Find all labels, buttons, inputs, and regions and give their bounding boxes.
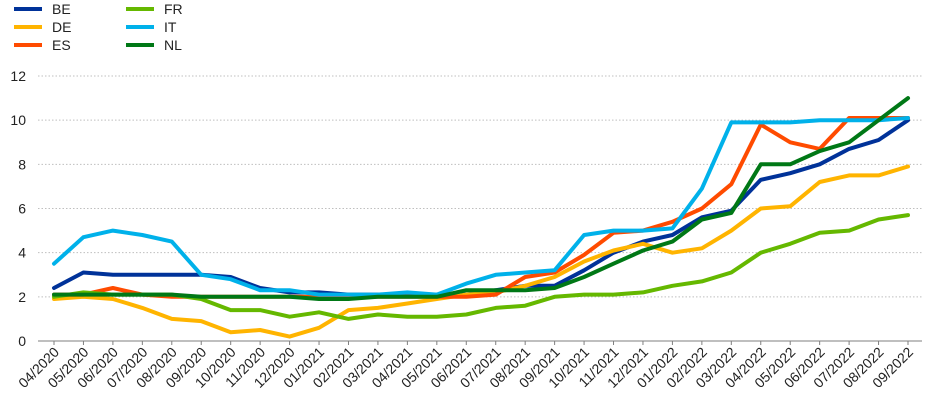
y-tick-label: 0 xyxy=(18,333,26,349)
legend-label-be: BE xyxy=(52,1,71,17)
axes xyxy=(38,340,922,345)
y-tick-label: 8 xyxy=(18,156,26,172)
y-tick-label: 12 xyxy=(10,68,26,84)
y-tick-label: 6 xyxy=(18,201,26,217)
legend-label-it: IT xyxy=(164,19,177,35)
x-tick-labels: 04/202005/202006/202007/202008/202009/20… xyxy=(15,344,916,391)
series-line-nl xyxy=(52,96,910,301)
y-tick-label: 2 xyxy=(18,289,26,305)
series-line-de xyxy=(52,164,910,339)
series-line-it xyxy=(52,116,910,297)
series-lines xyxy=(52,96,910,339)
grid-lines xyxy=(38,75,922,298)
legend-label-fr: FR xyxy=(164,1,183,17)
y-tick-label: 4 xyxy=(18,245,26,261)
y-tick-labels: 0 2 4 6 8 10 12 xyxy=(10,68,26,349)
legend-label-de: DE xyxy=(52,19,71,35)
legend-label-es: ES xyxy=(52,37,71,53)
legend-label-nl: NL xyxy=(164,37,182,53)
y-tick-label: 10 xyxy=(10,112,26,128)
legend: BE DE ES FR IT NL xyxy=(14,1,183,53)
series-line-fr xyxy=(52,213,910,321)
